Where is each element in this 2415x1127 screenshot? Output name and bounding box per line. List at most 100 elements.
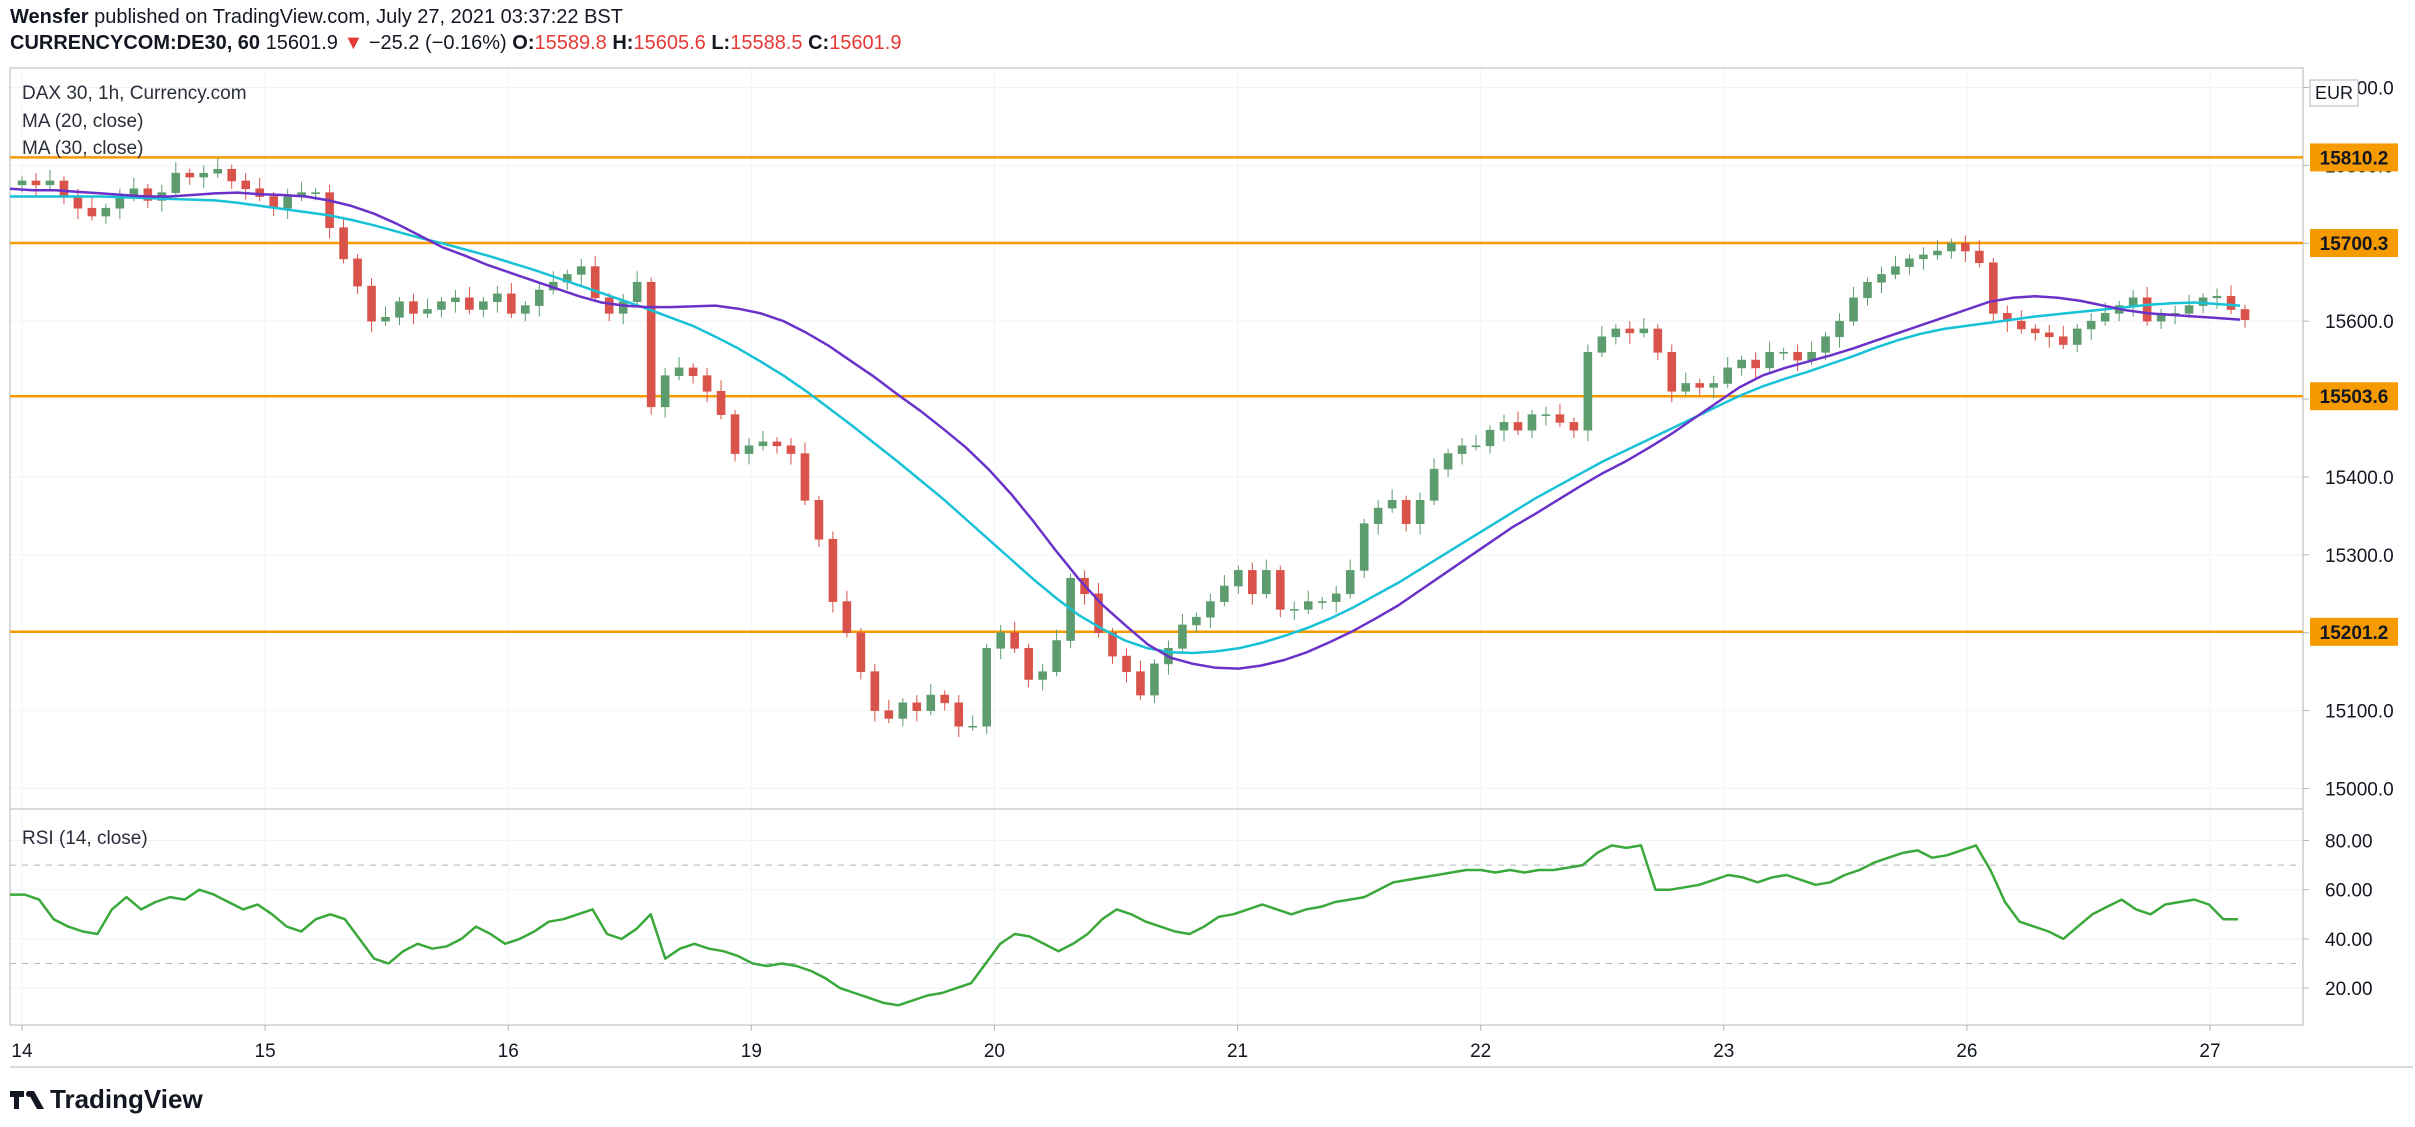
time-tick-label: 22 — [1470, 1041, 1491, 1062]
candle-body — [1150, 663, 1159, 696]
candle-body — [1653, 328, 1663, 353]
candle-body — [1192, 616, 1201, 626]
candle-body — [31, 180, 41, 186]
rsi-legend[interactable]: RSI (14, close) — [22, 828, 148, 849]
candle-body — [786, 445, 796, 454]
candle-body — [772, 441, 782, 447]
candle-body — [1639, 328, 1649, 334]
candle-body — [479, 301, 488, 310]
down-arrow-icon: ▼ — [343, 32, 364, 54]
time-tick-label: 19 — [741, 1041, 762, 1062]
candle-body — [1178, 624, 1187, 649]
candle-body — [758, 441, 768, 447]
candle-body — [926, 694, 936, 711]
candle-body — [1891, 266, 1900, 275]
candle-body — [2128, 297, 2138, 306]
price-chart[interactable]: 15000.015100.015200.015300.015400.015500… — [0, 0, 2415, 1075]
candle-body — [2240, 309, 2250, 320]
candle-body — [1094, 593, 1103, 634]
candle-body — [1276, 570, 1285, 610]
candle-body — [1443, 453, 1453, 470]
candle-body — [1122, 655, 1131, 672]
candle-body — [409, 301, 418, 314]
candle-body — [535, 289, 544, 306]
candle-body — [800, 453, 810, 501]
time-tick-label: 14 — [11, 1041, 33, 1062]
candle-body — [674, 367, 684, 376]
candle-body — [1499, 422, 1509, 431]
level-price-tag — [2310, 382, 2398, 411]
rsi-line — [10, 844, 2238, 1007]
level-price-tag — [2310, 143, 2398, 172]
ma30-line — [10, 195, 2241, 655]
ma30-legend[interactable]: MA (30, close) — [22, 138, 144, 159]
time-tick-label: 23 — [1713, 1041, 1734, 1062]
quote-bar: CURRENCYCOM:DE30, 60 15601.9 ▼ −25.2 (−0… — [10, 32, 901, 55]
candle-body — [1989, 262, 1998, 314]
candle-body — [814, 500, 824, 540]
candle-body — [1625, 328, 1635, 334]
candle-body — [241, 180, 250, 190]
candle-body — [590, 266, 600, 299]
tradingview-logo[interactable]: TradingView — [10, 1084, 203, 1115]
currency-label: EUR — [2315, 83, 2353, 103]
candle-body — [1262, 570, 1271, 595]
candle-body — [493, 293, 502, 302]
candle-body — [1975, 250, 1984, 264]
candle-body — [632, 281, 642, 302]
candle-body — [618, 301, 628, 314]
candle-body — [311, 192, 320, 194]
published-text: published on TradingView.com, July 27, 2… — [88, 6, 623, 28]
candle-body — [702, 375, 712, 392]
candle-body — [1471, 445, 1481, 448]
candle-body — [1289, 609, 1299, 611]
candle-body — [325, 192, 334, 228]
candle-body — [353, 258, 362, 287]
candle-body — [1849, 297, 1858, 322]
time-tick-label: 27 — [2199, 1041, 2220, 1062]
symbol-label: CURRENCYCOM:DE30, 60 — [10, 32, 261, 54]
candle-body — [1373, 507, 1383, 524]
ma20-legend[interactable]: MA (20, close) — [22, 111, 144, 132]
candle-body — [521, 305, 530, 314]
candle-body — [1597, 336, 1607, 353]
candle-body — [2086, 320, 2096, 330]
candle-body — [716, 390, 726, 415]
rsi-tick-label: 20.00 — [2325, 979, 2373, 1000]
candle-body — [1695, 383, 1705, 388]
candle-body — [1415, 500, 1425, 524]
candle-body — [101, 207, 111, 217]
candle-body — [604, 297, 614, 314]
candle-body — [1359, 523, 1369, 571]
ma20-line — [9, 187, 2241, 670]
candle-body — [143, 188, 153, 201]
candle-body — [1136, 671, 1145, 696]
time-tick-label: 26 — [1956, 1041, 1977, 1062]
publisher-name: Wensfer — [10, 6, 89, 28]
low-value: 15588.5 — [730, 32, 803, 54]
level-price-label: 15810.2 — [2320, 148, 2389, 169]
candle-body — [1905, 258, 1914, 267]
currency-box — [2309, 79, 2359, 107]
candle-body — [507, 293, 516, 314]
candle-body — [17, 180, 27, 186]
time-tick-label: 16 — [498, 1041, 519, 1062]
level-price-tag — [2310, 229, 2398, 258]
candle-body — [1024, 648, 1033, 680]
low-label: L: — [711, 32, 731, 54]
candle-body — [1248, 570, 1257, 595]
candle-body — [185, 172, 195, 178]
candle-body — [423, 309, 432, 314]
candle-body — [1793, 352, 1802, 361]
candle-body — [2212, 295, 2222, 299]
rsi-tick-label: 40.00 — [2325, 930, 2373, 951]
candle-body — [576, 266, 586, 275]
price-tick-label: 15600.0 — [2325, 312, 2394, 333]
candle-body — [688, 367, 698, 376]
candle-body — [912, 702, 922, 711]
candle-body — [744, 445, 754, 454]
candle-body — [213, 168, 223, 174]
candle-body — [2030, 328, 2040, 334]
candle-body — [437, 301, 446, 310]
candle-body — [1206, 601, 1215, 618]
